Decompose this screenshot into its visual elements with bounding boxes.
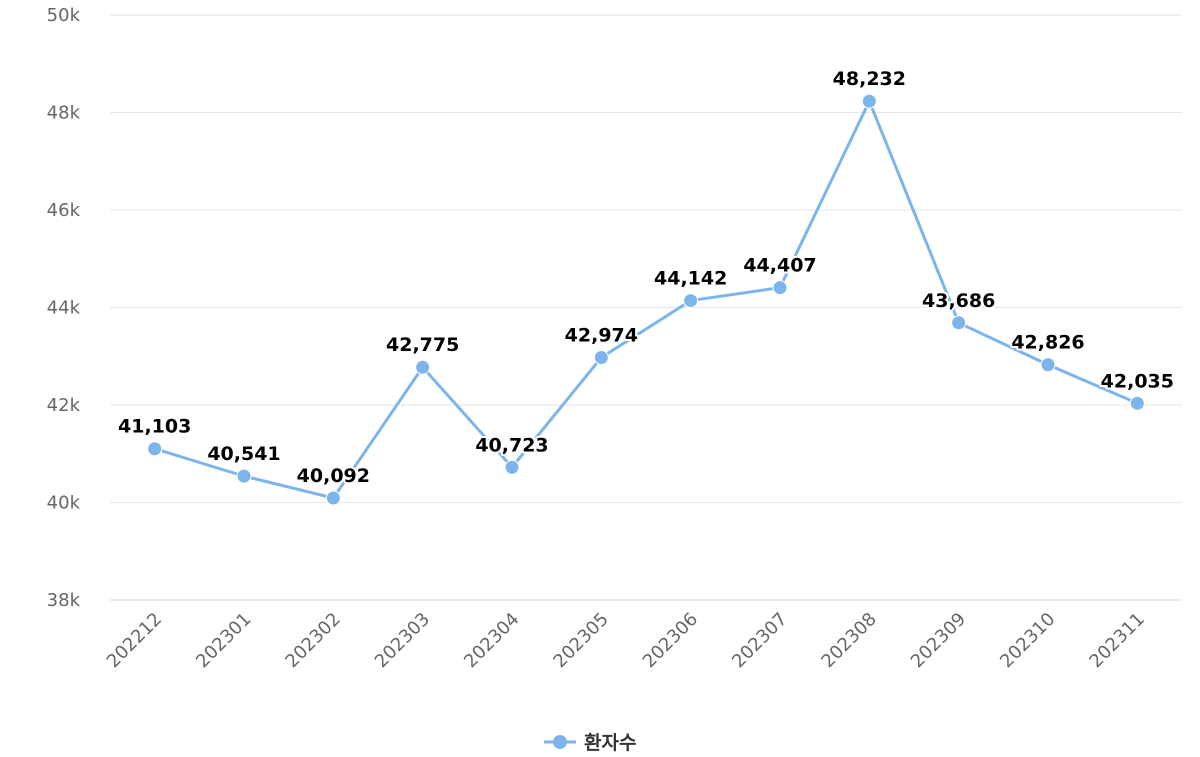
x-tick-label: 202304 <box>460 609 523 672</box>
data-label: 41,103 <box>118 416 191 438</box>
x-tick-label: 202302 <box>281 609 344 672</box>
y-axis: 38k 40k 42k 44k 46k 48k 50k <box>47 5 81 611</box>
data-point[interactable] <box>147 441 163 457</box>
x-tick-label: 202311 <box>1085 609 1148 672</box>
data-label: 42,826 <box>1011 332 1084 354</box>
data-point[interactable] <box>683 293 699 309</box>
x-axis: 202212 202301 202302 202303 202304 202305 2023… <box>103 609 1149 672</box>
y-tick-label: 38k <box>47 590 81 611</box>
y-tick-label: 44k <box>47 298 81 319</box>
x-tick-label: 202308 <box>817 609 880 672</box>
data-point[interactable] <box>772 280 788 296</box>
data-point[interactable] <box>415 359 431 375</box>
y-tick-label: 40k <box>47 493 81 514</box>
x-tick-label: 202309 <box>907 609 970 672</box>
legend[interactable]: 환자수 <box>544 732 636 754</box>
data-point[interactable] <box>504 459 520 475</box>
data-point[interactable] <box>325 490 341 506</box>
data-point[interactable] <box>236 468 252 484</box>
legend-marker-icon <box>553 735 567 749</box>
data-label: 42,974 <box>565 325 638 347</box>
data-point[interactable] <box>1129 395 1145 411</box>
x-tick-label: 202307 <box>728 609 791 672</box>
data-point[interactable] <box>593 350 609 366</box>
data-label: 43,686 <box>922 290 995 312</box>
x-tick-label: 202310 <box>996 609 1059 672</box>
data-label: 44,142 <box>654 268 727 290</box>
legend-label[interactable]: 환자수 <box>584 732 636 754</box>
y-tick-label: 50k <box>47 5 81 26</box>
series-line <box>153 99 1139 500</box>
data-label: 42,035 <box>1101 370 1174 392</box>
data-label: 40,541 <box>207 443 280 465</box>
x-tick-label: 202306 <box>639 609 702 672</box>
x-tick-label: 202212 <box>103 609 166 672</box>
x-tick-label: 202305 <box>549 609 612 672</box>
data-label: 44,407 <box>743 255 816 277</box>
data-label: 42,775 <box>386 334 459 356</box>
data-label: 40,723 <box>475 434 548 456</box>
data-point[interactable] <box>1040 357 1056 373</box>
data-point[interactable] <box>861 93 877 109</box>
data-label: 48,232 <box>833 68 906 90</box>
series-layer <box>147 93 1145 506</box>
y-tick-label: 42k <box>47 395 81 416</box>
x-tick-label: 202301 <box>192 609 255 672</box>
data-label-layer: 41,103 40,541 40,092 42,775 40,723 42,974 44,1… <box>116 66 1176 489</box>
grid-layer <box>110 14 1182 601</box>
data-point[interactable] <box>951 315 967 331</box>
x-tick-label: 202303 <box>371 609 434 672</box>
data-label: 40,092 <box>297 465 370 487</box>
y-tick-label: 48k <box>47 103 81 124</box>
y-tick-label: 46k <box>47 200 81 221</box>
